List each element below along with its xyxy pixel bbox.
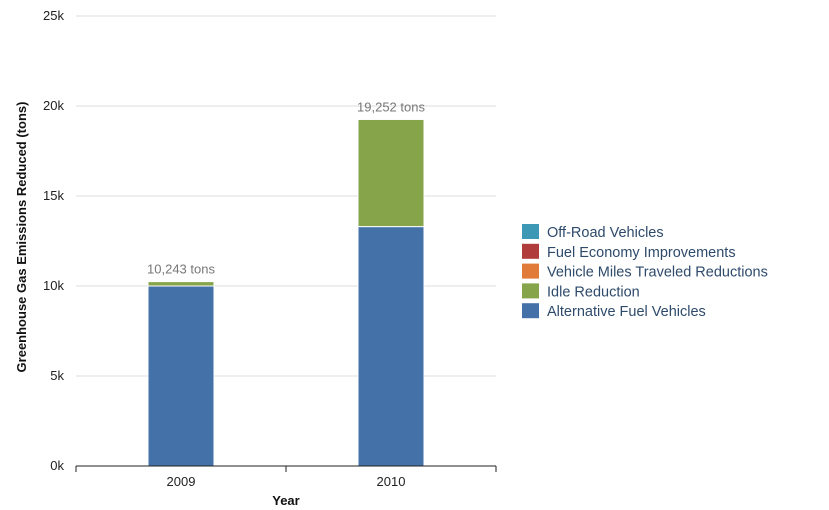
total-label: 19,252 tons: [357, 99, 425, 114]
y-tick-label: 5k: [50, 368, 64, 383]
x-tick-label: 2010: [377, 474, 406, 489]
y-axis-ticks: 0k 5k 10k 15k 20k 25k: [43, 8, 64, 473]
bar-segment: [147, 285, 215, 467]
legend-item: Alternative Fuel Vehicles: [522, 303, 706, 320]
x-axis: 2009 2010: [75, 465, 497, 489]
bar-segment: [357, 226, 425, 467]
legend-label: Off-Road Vehicles: [547, 225, 664, 241]
y-tick-label: 25k: [43, 8, 64, 23]
legend: Off-Road Vehicles Fuel Economy Improvemen…: [522, 224, 768, 320]
legend-swatch: [522, 243, 539, 259]
total-label: 10,243 tons: [147, 262, 215, 277]
x-axis-title: Year: [272, 493, 299, 508]
legend-swatch: [522, 283, 539, 299]
legend-label: Vehicle Miles Traveled Reductions: [547, 265, 768, 281]
legend-item: Off-Road Vehicles: [522, 224, 664, 241]
legend-item: Idle Reduction: [522, 283, 640, 300]
y-tick-label: 10k: [43, 278, 64, 293]
legend-swatch: [522, 224, 539, 239]
y-axis-title: Greenhouse Gas Emissions Reduced (tons): [14, 102, 29, 373]
legend-label: Idle Reduction: [547, 284, 640, 300]
legend-swatch: [522, 263, 539, 279]
gridlines: [76, 15, 496, 377]
bar-segment: [147, 281, 215, 287]
y-tick-label: 20k: [43, 98, 64, 113]
x-tick-label: 2009: [167, 474, 196, 489]
legend-item: Vehicle Miles Traveled Reductions: [522, 263, 768, 281]
legend-item: Fuel Economy Improvements: [522, 243, 736, 261]
total-labels: 10,243 tons 19,252 tons: [147, 99, 425, 276]
legend-label: Alternative Fuel Vehicles: [547, 304, 706, 320]
y-tick-label: 0k: [50, 458, 64, 473]
bar-segment: [357, 118, 425, 228]
bars: [147, 118, 425, 467]
y-tick-label: 15k: [43, 188, 64, 203]
legend-swatch: [522, 303, 539, 319]
legend-label: Fuel Economy Improvements: [547, 245, 736, 261]
